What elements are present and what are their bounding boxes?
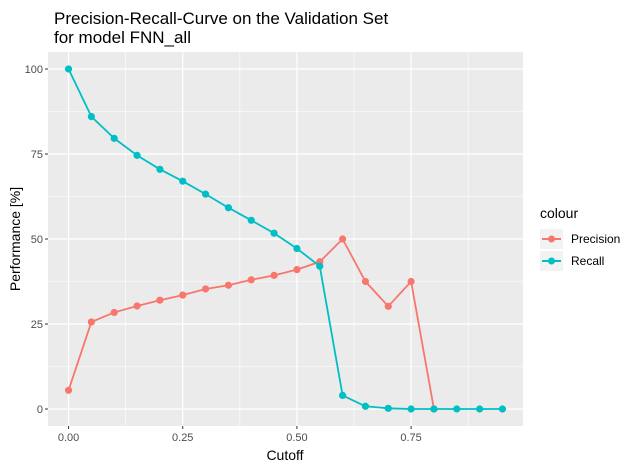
recall-point — [476, 405, 484, 413]
recall-point — [453, 405, 461, 413]
precision-point — [87, 318, 95, 326]
recall-point — [293, 244, 301, 253]
recall-point — [270, 229, 278, 237]
legend-marker-recall — [548, 257, 555, 265]
chart-subtitle: for model FNN_all — [54, 28, 191, 47]
precision-point — [64, 386, 73, 394]
recall-point — [498, 405, 507, 413]
recall-point — [110, 134, 118, 142]
y-tick-label: 75 — [31, 149, 43, 161]
recall-point — [133, 151, 141, 159]
x-axis: 0.00 0.25 0.50 0.75 — [58, 426, 422, 444]
precision-point — [338, 235, 347, 243]
recall-point — [247, 216, 255, 224]
major-gridlines — [48, 52, 523, 426]
precision-point — [133, 302, 141, 310]
precision-point — [224, 281, 233, 289]
legend-marker-precision — [548, 235, 555, 243]
y-tick-label: 0 — [37, 404, 43, 416]
recall-point — [64, 65, 73, 73]
legend-label-recall: Recall — [571, 254, 604, 268]
recall-point — [87, 113, 95, 121]
y-tick-label: 25 — [31, 319, 43, 331]
y-axis: 0 25 50 75 100 — [25, 64, 48, 416]
y-tick-label: 50 — [31, 234, 43, 246]
precision-point — [201, 285, 210, 293]
series-layer — [64, 65, 507, 413]
legend-title: colour — [540, 205, 578, 221]
recall-line — [67, 68, 503, 410]
legend: colour Precision Recall — [540, 205, 620, 271]
precision-point — [179, 291, 187, 299]
precision-point — [270, 271, 278, 279]
precision-point — [407, 277, 415, 286]
x-axis-title: Cutoff — [266, 447, 303, 463]
recall-point — [224, 204, 233, 212]
chart-title: Precision-Recall-Curve on the Validation… — [54, 9, 388, 28]
x-tick-label: 0.00 — [58, 432, 79, 444]
precision-point — [361, 277, 370, 286]
recall-point — [316, 262, 324, 270]
recall-point — [430, 405, 438, 413]
precision-point — [110, 308, 118, 317]
precision-point — [384, 302, 392, 310]
x-tick-label: 0.25 — [172, 432, 193, 444]
recall-point — [384, 404, 392, 412]
x-tick-label: 0.50 — [286, 432, 307, 444]
precision-point — [156, 296, 164, 304]
x-tick-label: 0.75 — [400, 432, 421, 444]
recall-point — [407, 405, 415, 413]
precision-point — [247, 276, 255, 284]
y-tick-label: 100 — [25, 64, 43, 76]
precision-point — [293, 266, 301, 274]
y-axis-title: Performance [%] — [7, 187, 23, 291]
recall-point — [179, 177, 187, 185]
recall-point — [338, 391, 347, 399]
recall-point — [361, 402, 370, 410]
recall-point — [201, 190, 210, 198]
legend-label-precision: Precision — [571, 232, 620, 246]
recall-point — [156, 165, 164, 173]
